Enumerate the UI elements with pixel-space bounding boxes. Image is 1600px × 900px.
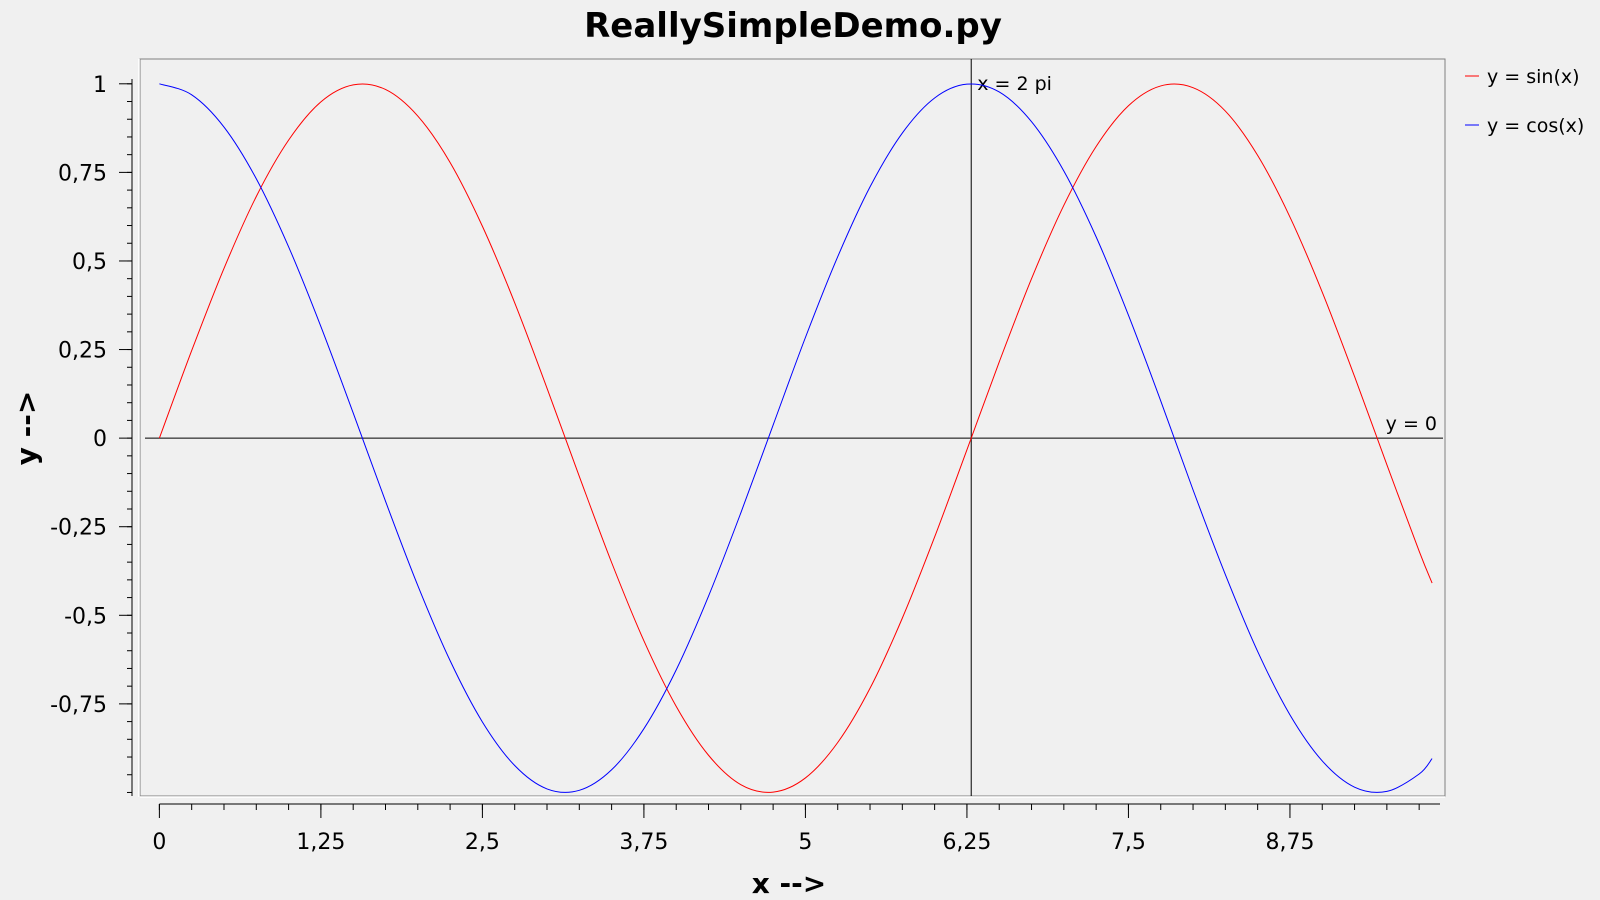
vline-label: x = 2 pi	[977, 73, 1052, 95]
x-tick-label: 0	[152, 830, 166, 855]
hline-label: y = 0	[1386, 413, 1437, 435]
y-tick-label: -0,75	[50, 693, 107, 718]
y-tick-label: 0,25	[58, 339, 107, 364]
series-line-sin	[158, 83, 1433, 793]
y-axis-title: y -->	[10, 391, 43, 466]
x-tick-label: 5	[798, 830, 812, 855]
y-tick-label: -0,5	[64, 604, 107, 629]
x-tick-label: 2,5	[465, 830, 500, 855]
x-axis: 0 1,25 2,5 3,75 5 6,25 7,5 8,75	[152, 803, 1440, 855]
annotations: x = 2 pi y = 0	[145, 59, 1443, 796]
x-axis-title: x -->	[752, 867, 827, 900]
y-tick-label: 0	[93, 427, 107, 452]
x-tick-label: 8,75	[1265, 830, 1314, 855]
x-tick-label: 1,25	[296, 830, 345, 855]
series-layer	[158, 83, 1433, 793]
y-tick-label: -0,25	[50, 516, 107, 541]
legend-label: y = sin(x)	[1487, 66, 1580, 88]
y-tick-label: 0,5	[72, 250, 107, 275]
x-tick-label: 3,75	[619, 830, 668, 855]
y-axis: 1 0,75 0,5 0,25 0 -0,25 -0,5 -0,75	[50, 73, 133, 796]
legend: y = sin(x) y = cos(x)	[1465, 66, 1584, 137]
legend-label: y = cos(x)	[1487, 115, 1584, 137]
chart-title: ReallySimpleDemo.py	[584, 6, 1002, 46]
series-line-cos	[159, 83, 1433, 793]
x-tick-label: 7,5	[1111, 830, 1146, 855]
y-tick-label: 1	[93, 73, 107, 98]
y-tick-label: 0,75	[58, 161, 107, 186]
x-tick-label: 6,25	[942, 830, 991, 855]
plot-area	[139, 58, 1446, 797]
